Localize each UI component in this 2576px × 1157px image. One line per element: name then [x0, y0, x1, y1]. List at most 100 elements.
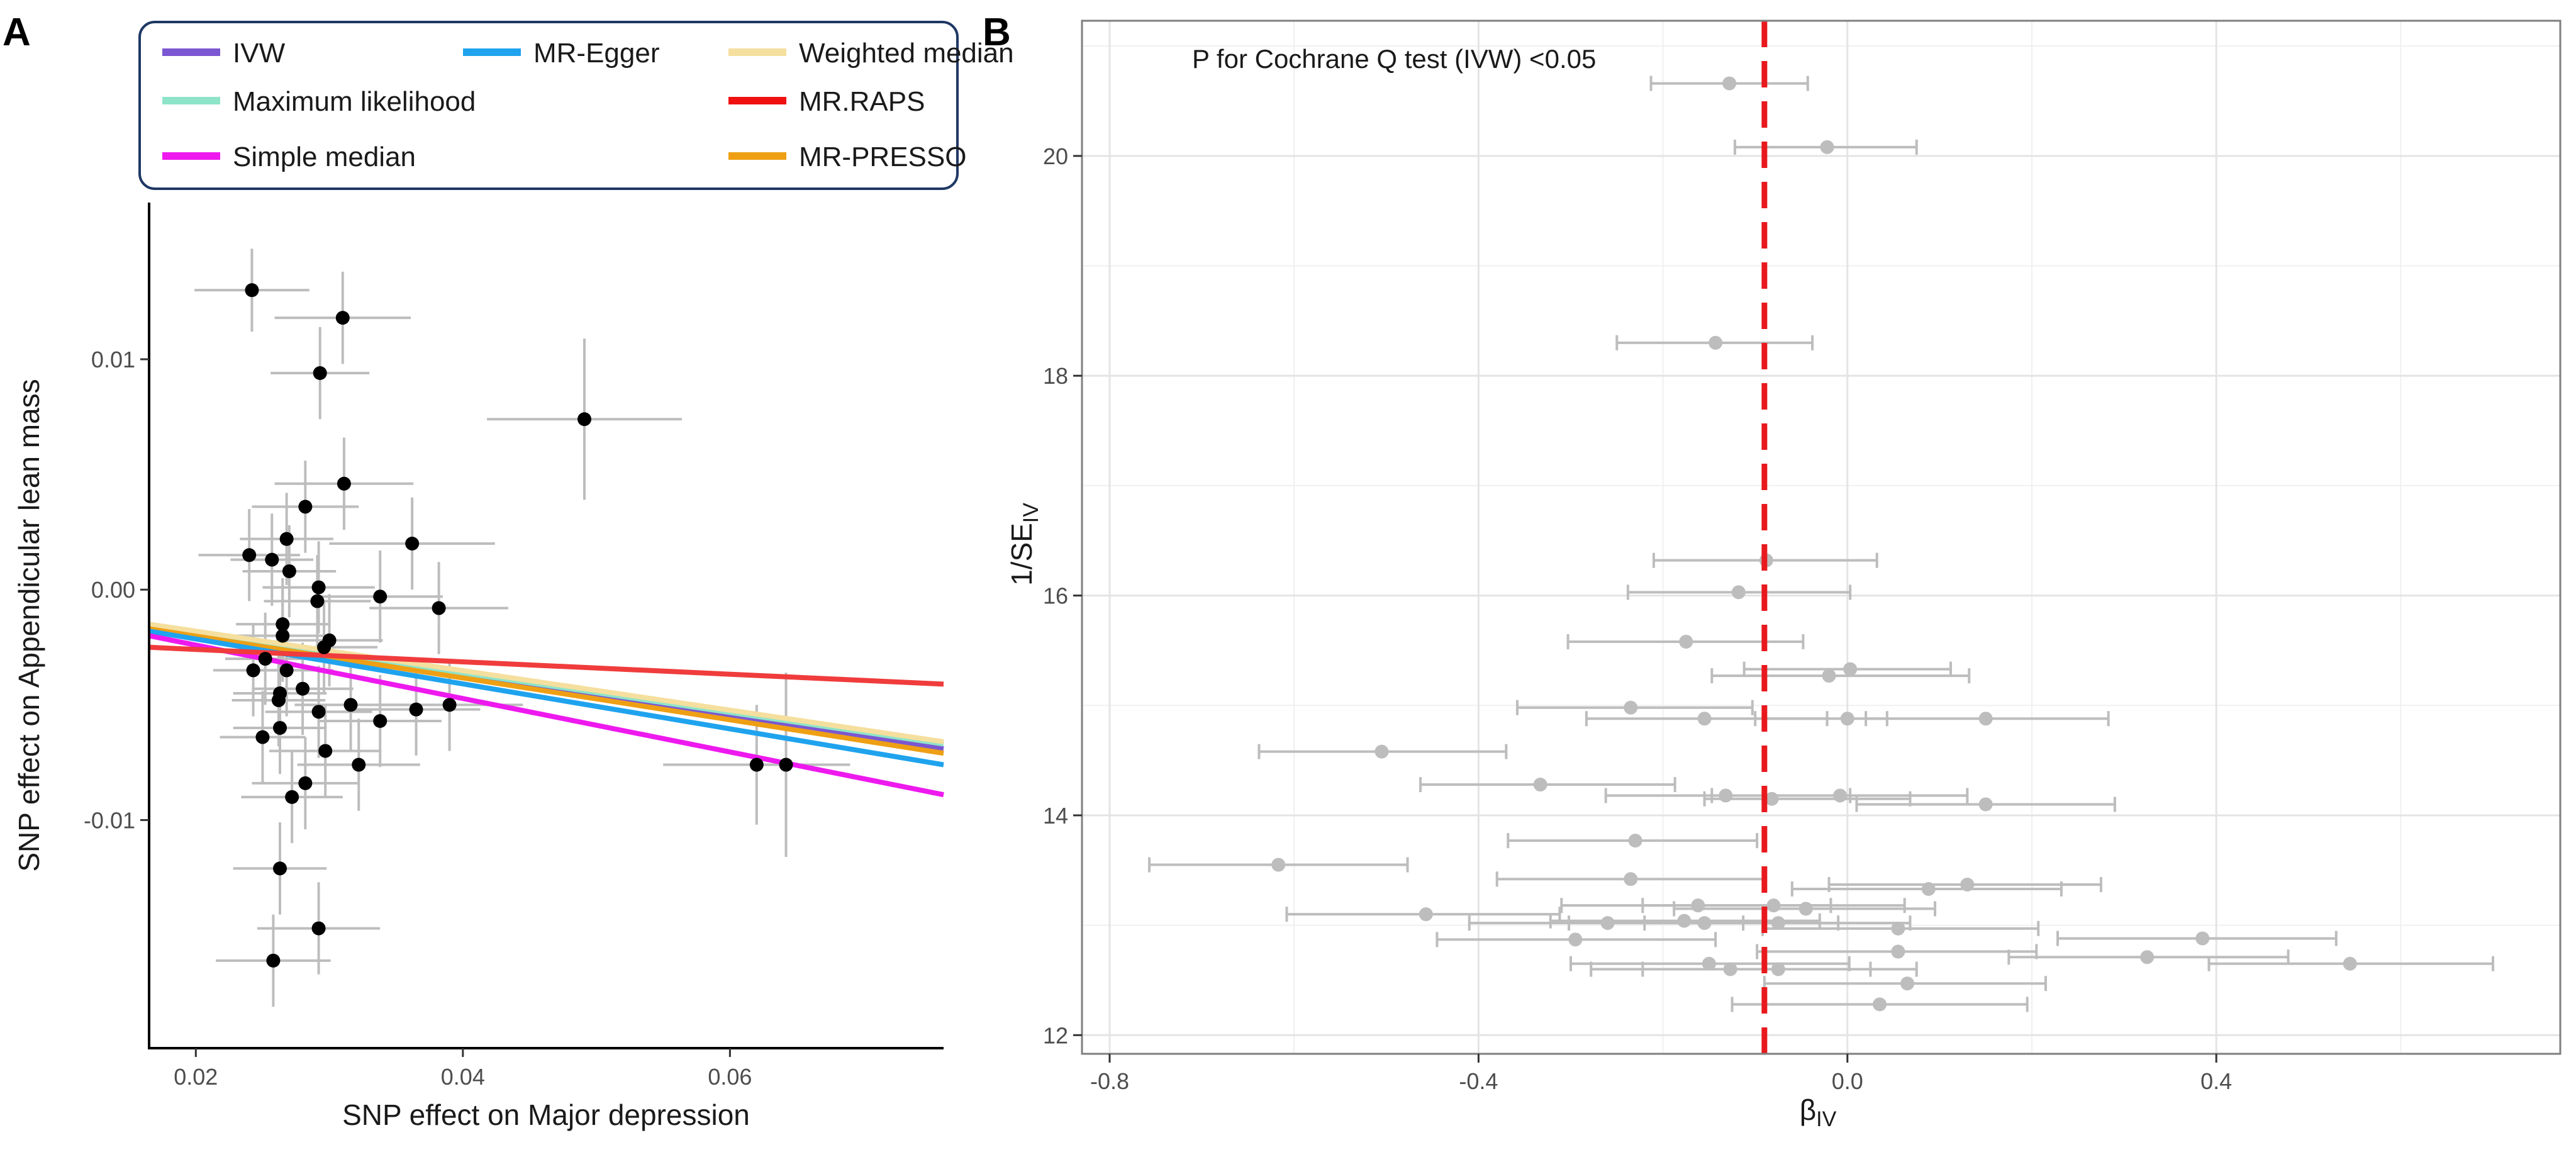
- regression-lines: [148, 622, 944, 798]
- iv-point: [1697, 916, 1712, 931]
- iv-point: [1709, 335, 1723, 350]
- x-axis-title: βIV: [1800, 1093, 1837, 1131]
- iv-point: [1691, 898, 1705, 913]
- snp-point: [296, 681, 310, 696]
- iv-point: [1771, 962, 1785, 976]
- y-axis-title: 1/SEIV: [1005, 503, 1043, 586]
- iv-point: [1978, 797, 1993, 812]
- legend: IVW MR-Egger Weighted median Maximum likeli…: [162, 38, 1014, 172]
- cochrane-q-annotation: P for Cochrane Q test (IVW) <0.05: [1192, 44, 1596, 74]
- snp-point: [298, 776, 313, 790]
- y-tick-label: 18: [1043, 363, 1068, 389]
- iv-point: [1723, 962, 1737, 976]
- snp-point: [352, 757, 366, 772]
- iv-point: [1731, 585, 1746, 600]
- snp-point: [273, 720, 287, 735]
- x-tick-label: -0.4: [1459, 1068, 1498, 1094]
- iv-point: [1568, 932, 1583, 947]
- snp-point: [335, 311, 350, 325]
- snp-point: [285, 790, 299, 804]
- y-tick-label: 0.00: [91, 577, 135, 603]
- x-tick-label: 0.4: [2200, 1068, 2232, 1094]
- iv-point: [1978, 712, 1993, 726]
- snp-point: [311, 705, 326, 719]
- snp-point: [318, 744, 333, 758]
- snp-point: [442, 698, 457, 712]
- snp-point: [273, 861, 287, 876]
- snp-point: [255, 730, 270, 744]
- snp-point: [432, 601, 446, 615]
- x-axis-title-main: β: [1800, 1093, 1816, 1126]
- legend-label: Maximum likelihood: [233, 86, 476, 117]
- iv-point: [1820, 140, 1834, 154]
- legend-label: MR.RAPS: [799, 86, 925, 117]
- iv-point: [1677, 914, 1692, 928]
- iv-point: [2140, 950, 2155, 964]
- snp-point: [245, 283, 259, 298]
- snp-point: [276, 629, 290, 643]
- iv-point: [1679, 634, 1693, 649]
- plot-panel-border: [1081, 20, 2562, 1055]
- iv-point: [1900, 976, 1915, 991]
- snp-point: [276, 617, 290, 632]
- y-tick-label: 20: [1043, 143, 1068, 169]
- snp-point: [266, 953, 281, 968]
- x-axis-title-sub: IV: [1816, 1107, 1836, 1131]
- iv-point: [1766, 898, 1781, 913]
- snp-point: [265, 552, 279, 567]
- iv-point: [1719, 788, 1733, 803]
- iv-point: [1921, 881, 1936, 896]
- legend-label: Weighted median: [799, 38, 1014, 69]
- snp-point: [409, 702, 423, 717]
- iv-point: [1271, 858, 1286, 872]
- panel-letter-a: A: [3, 11, 31, 54]
- error-bars: [194, 249, 850, 1007]
- regression-line: [148, 626, 944, 756]
- iv-point: [1873, 997, 1887, 1012]
- x-tick-label: 0.0: [1832, 1068, 1863, 1094]
- y-axis-title-sub: IV: [1019, 503, 1043, 523]
- iv-point: [1840, 712, 1854, 726]
- snp-point: [246, 663, 260, 678]
- snp-point: [373, 590, 388, 604]
- x-tick-label: -0.8: [1090, 1068, 1129, 1094]
- regression-line: [148, 644, 944, 687]
- snp-point: [317, 640, 332, 654]
- axis-ticks: -0.8 -0.4 0.0 0.4 12 14 16 18 20: [1043, 143, 2232, 1094]
- snp-point: [337, 476, 351, 491]
- iv-point: [1722, 76, 1737, 91]
- iv-point: [2343, 956, 2357, 971]
- snp-point: [577, 412, 591, 427]
- snp-point: [749, 757, 764, 772]
- legend-label: MR-Egger: [533, 38, 660, 69]
- iv-point: [1843, 662, 1858, 676]
- snp-point: [298, 500, 313, 514]
- iv-point: [1822, 669, 1836, 683]
- panel-a-chart: IVW MR-Egger Weighted median Maximum likeli…: [13, 21, 1014, 1131]
- legend-label: IVW: [233, 38, 286, 69]
- iv-point: [1702, 956, 1716, 971]
- x-axis-title: SNP effect on Major depression: [342, 1098, 750, 1131]
- y-tick-label: 14: [1043, 803, 1068, 829]
- axis-ticks: 0.02 0.04 0.06 -0.01 0.00 0.01: [84, 347, 752, 1090]
- snp-point: [405, 536, 420, 551]
- snp-point: [282, 564, 296, 578]
- regression-line: [148, 622, 944, 744]
- snp-point: [373, 713, 388, 728]
- y-axis-title-main: 1/SE: [1005, 523, 1038, 586]
- scatter-points: [242, 283, 793, 968]
- snp-point: [311, 580, 326, 595]
- iv-point: [1891, 944, 1905, 959]
- iv-point: [1419, 907, 1433, 922]
- snp-point: [242, 548, 257, 562]
- snp-point: [311, 921, 326, 936]
- snp-point: [779, 757, 793, 772]
- panel-b-chart: -0.8 -0.4 0.0 0.4 12 14 16 18 20 P for Cochrane …: [1005, 20, 2562, 1131]
- iv-point: [1374, 744, 1389, 759]
- y-axis-title: SNP effect on Appendicular lean mass: [13, 379, 45, 871]
- iv-point: [1833, 788, 1848, 803]
- iv-point: [1533, 778, 1547, 792]
- snp-point: [313, 366, 327, 380]
- plot-panel-frame: [1081, 20, 2562, 1055]
